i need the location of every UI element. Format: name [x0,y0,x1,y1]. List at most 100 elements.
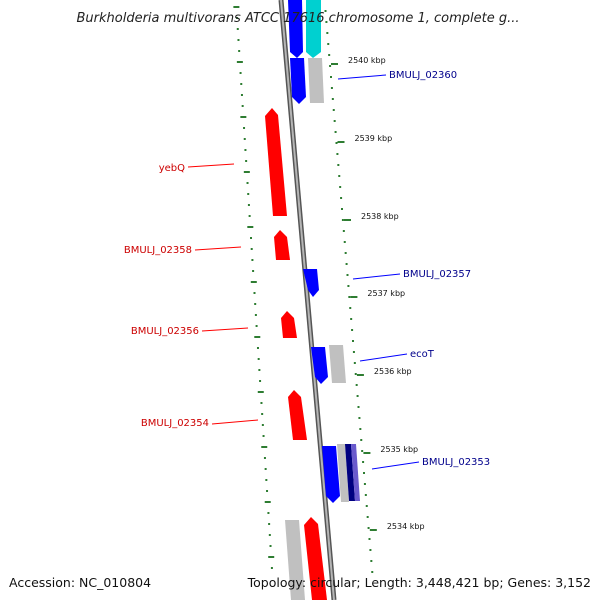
gc-dot [333,120,336,122]
gc-dot [365,505,368,507]
gc-dot [243,138,246,140]
gc-content-track-left [233,6,275,569]
gc-dot [369,549,372,551]
gc-dot [237,39,240,41]
gene-feature[interactable] [329,345,346,383]
gene-label[interactable]: BMULJ_02360 [389,70,457,81]
gene-feature[interactable] [288,0,303,58]
gene-feature[interactable] [345,444,355,501]
gc-dot [264,468,267,470]
gc-dot [254,336,261,338]
gene-label[interactable]: BMULJ_02356 [131,326,199,337]
gc-dot [357,406,360,408]
tick-label: 2540 kbp [348,56,386,65]
gc-dot [332,109,335,111]
tick-mark [356,374,364,376]
gc-dot [238,50,241,52]
tick-mark [369,529,377,531]
gc-dot [250,281,257,283]
gc-dot [268,534,271,536]
gc-dot [364,494,367,496]
gene-feature[interactable] [281,311,297,338]
gene-feature[interactable] [308,58,324,103]
gc-dot [266,490,269,492]
gc-dot [252,270,255,272]
gc-dot [259,380,262,382]
gene-label[interactable]: BMULJ_02357 [403,269,471,280]
gc-dot [348,296,351,298]
gc-dot [362,461,365,463]
gc-dot [358,417,361,419]
gc-dot [233,6,240,8]
gene-feature[interactable] [303,269,319,297]
label-leader-line [359,353,408,362]
gc-dot [346,274,349,276]
label-leader-line [352,273,401,280]
gc-dot [256,347,259,349]
label-leader-line [211,419,259,425]
gc-dot [244,149,247,151]
gene-label[interactable]: BMULJ_02354 [141,418,209,429]
gene-label[interactable]: BMULJ_02358 [124,245,192,256]
gc-dot [247,226,254,228]
gene-feature[interactable] [351,444,360,501]
label-leader-line [371,461,420,470]
gc-dot [246,182,249,184]
gc-dot [254,303,257,305]
gc-dot [351,329,354,331]
map-title: Burkholderia multivorans ATCC 17616 chro… [77,11,520,26]
gc-dot [261,424,264,426]
tick-label: 2539 kbp [355,134,393,143]
gc-dot [243,171,250,173]
gc-dot [363,472,365,474]
gc-dot [341,219,344,221]
gc-dot [354,373,357,375]
gc-dot [326,32,329,34]
tick-mark [331,63,338,65]
tick-label: 2538 kbp [361,212,399,221]
gc-dot [255,325,258,327]
tick-label: 2537 kbp [367,289,405,298]
tick-label: 2536 kbp [374,367,412,376]
reverse-gene-labels: yebQ BMULJ_02358 BMULJ_02356 BMULJ_02354 [124,163,259,429]
gc-dot [268,556,275,558]
gc-dot [366,516,369,518]
gc-dot [371,571,374,573]
gene-feature[interactable] [288,390,307,440]
gc-dot [262,435,265,437]
gc-dot [270,567,273,569]
gc-dot [360,439,363,441]
gene-feature[interactable] [304,517,327,600]
gene-feature[interactable] [311,347,328,384]
gc-dot [347,285,350,287]
scale-ticks: 2540 kbp 2539 kbp 2538 kbp 2537 kbp 2536 kbp… [331,56,425,531]
gc-dot [261,413,264,415]
gc-dot [352,340,354,342]
gene-feature[interactable] [290,58,306,104]
gc-dot [331,98,334,100]
gc-dot [245,160,248,162]
gc-dot [241,105,244,107]
tick-mark [363,452,371,454]
topology-summary-text: Topology: circular; Length: 3,448,421 bp… [247,575,591,590]
gc-dot [247,204,250,206]
gene-feature[interactable] [274,230,290,260]
gene-feature[interactable] [337,444,349,502]
gc-dot [258,369,261,371]
gc-dot [257,391,264,393]
gene-feature[interactable] [285,520,305,600]
gc-dot [355,384,358,386]
gene-feature[interactable] [265,108,287,216]
gc-dot [350,318,353,320]
gc-dot [329,65,332,67]
gc-dot [239,72,242,74]
gc-dot [336,153,339,155]
gene-feature[interactable] [322,446,340,503]
gene-label[interactable]: ecoT [410,349,435,360]
gene-feature[interactable] [306,0,321,58]
gene-label[interactable]: yebQ [159,163,185,174]
gc-dot [370,560,373,562]
gc-dot [361,450,364,452]
gene-label[interactable]: BMULJ_02353 [422,457,490,468]
